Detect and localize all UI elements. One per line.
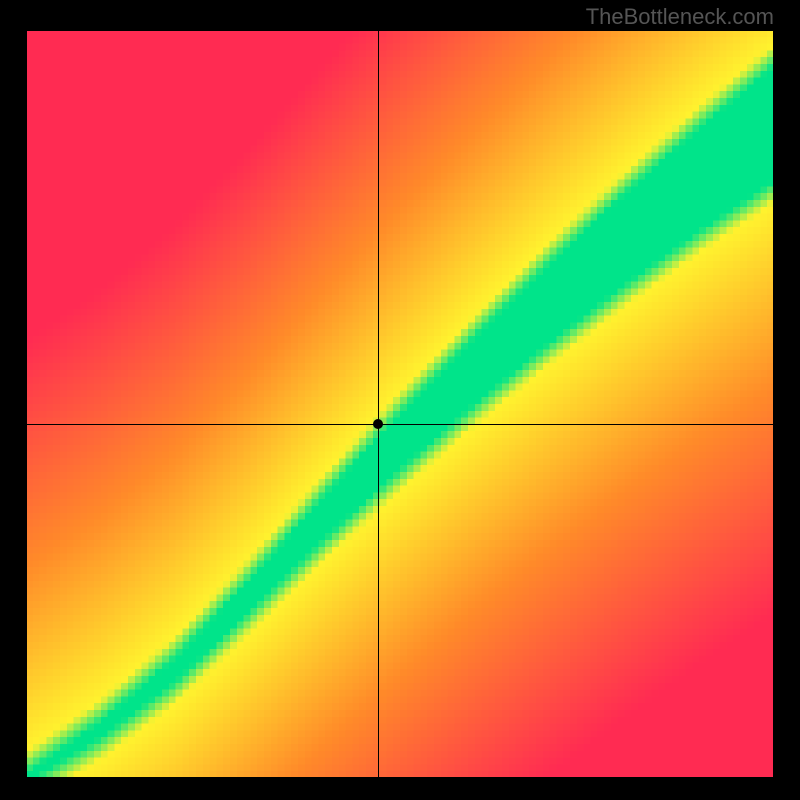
chart-container: TheBottleneck.com [0, 0, 800, 800]
crosshair-vertical [378, 30, 379, 778]
heatmap-canvas [26, 30, 774, 778]
crosshair-horizontal [26, 424, 774, 425]
marker-point [373, 419, 383, 429]
watermark-text: TheBottleneck.com [586, 4, 774, 30]
plot-area [26, 30, 774, 778]
